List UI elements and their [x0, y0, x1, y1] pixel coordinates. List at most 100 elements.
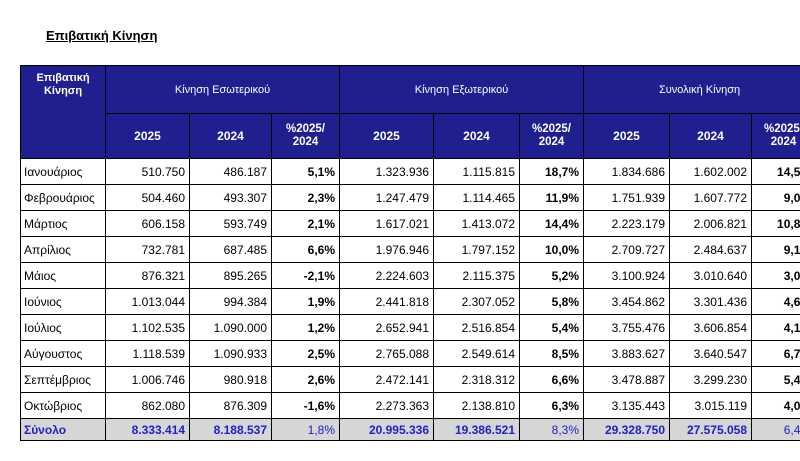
international-2024-cell: 2.549.614	[433, 340, 520, 367]
international-2025-cell: 1.247.479	[339, 184, 434, 211]
total-2025-cell: 3.755.476	[583, 314, 671, 341]
international-2025-cell: 2.652.941	[339, 314, 434, 341]
total-pct-cell: 3,0%	[751, 262, 800, 289]
total-pct-cell: 9,1%	[751, 236, 800, 263]
grand-total-2024-cell: 27.575.058	[669, 418, 753, 441]
total-2024-cell: 3.015.119	[669, 392, 753, 419]
international-pct-cell: 11,9%	[518, 184, 585, 211]
col-header-international-pct: %2025/ 2024	[518, 113, 585, 159]
domestic-2025-cell: 504.460	[105, 184, 190, 211]
total-pct-cell: 9,0%	[751, 184, 800, 211]
total-pct-cell: 4,6%	[751, 288, 800, 315]
international-pct-cell: 6,3%	[518, 392, 585, 419]
international-pct-cell: 10,0%	[518, 236, 585, 263]
international-2024-cell: 1.115.815	[433, 158, 520, 185]
total-international-2025-cell: 20.995.336	[339, 418, 434, 441]
total-2024-cell: 3.640.547	[669, 340, 753, 367]
international-pct-cell: 14,4%	[518, 210, 585, 237]
domestic-2024-cell: 687.485	[189, 236, 272, 263]
international-2024-cell: 2.318.312	[433, 366, 520, 393]
international-pct-cell: 18,7%	[518, 158, 585, 185]
domestic-2024-cell: 980.918	[189, 366, 272, 393]
domestic-2024-cell: 1.090.933	[189, 340, 272, 367]
table-row: Ιούνιος 1.013.044 994.384 1,9% 2.441.818…	[20, 288, 800, 315]
table-row: Μάρτιος 606.158 593.749 2,1% 1.617.021 1…	[20, 210, 800, 237]
total-pct-cell: 10,8%	[751, 210, 800, 237]
international-2024-cell: 1.797.152	[433, 236, 520, 263]
international-2024-cell: 2.115.375	[433, 262, 520, 289]
group-header-international: Κίνηση Εξωτερικού	[338, 65, 585, 114]
month-cell: Ιούλιος	[20, 314, 106, 341]
col-header-total-2025: 2025	[583, 113, 671, 159]
international-2024-cell: 1.114.465	[433, 184, 520, 211]
total-row: Σύνολο 8.333.414 8.188.537 1,8% 20.995.3…	[20, 418, 800, 441]
international-2025-cell: 2.224.603	[339, 262, 434, 289]
month-cell: Ιούνιος	[20, 288, 106, 315]
col-header-domestic-2025: 2025	[105, 113, 190, 159]
total-pct-cell: 5,4%	[751, 366, 800, 393]
international-pct-cell: 5,4%	[518, 314, 585, 341]
domestic-2025-cell: 1.118.539	[105, 340, 190, 367]
col-header-international-2025: 2025	[339, 113, 434, 159]
total-2025-cell: 3.883.627	[583, 340, 671, 367]
international-2024-cell: 2.307.052	[433, 288, 520, 315]
international-2024-cell: 1.413.072	[433, 210, 520, 237]
domestic-2024-cell: 486.187	[189, 158, 272, 185]
international-2025-cell: 2.273.363	[339, 392, 434, 419]
domestic-2025-cell: 876.321	[105, 262, 190, 289]
domestic-2024-cell: 994.384	[189, 288, 272, 315]
month-cell: Αύγουστος	[20, 340, 106, 367]
international-2025-cell: 2.472.141	[339, 366, 434, 393]
total-domestic-2024-cell: 8.188.537	[189, 418, 272, 441]
international-pct-cell: 5,2%	[518, 262, 585, 289]
international-pct-cell: 8,5%	[518, 340, 585, 367]
domestic-pct-cell: 5,1%	[271, 158, 340, 185]
corner-header: Επιβατική Κίνηση	[20, 65, 106, 159]
page-title: Επιβατική Κίνηση	[46, 28, 158, 43]
domestic-2025-cell: 1.006.746	[105, 366, 190, 393]
col-header-total-2024: 2024	[669, 113, 753, 159]
international-2025-cell: 2.765.088	[339, 340, 434, 367]
domestic-2024-cell: 895.265	[189, 262, 272, 289]
international-pct-cell: 6,6%	[518, 366, 585, 393]
domestic-2025-cell: 606.158	[105, 210, 190, 237]
domestic-pct-cell: 2,1%	[271, 210, 340, 237]
total-international-pct-cell: 8,3%	[518, 418, 585, 441]
total-pct-cell: 4,1%	[751, 314, 800, 341]
month-cell: Απρίλιος	[20, 236, 106, 263]
month-cell: Μάρτιος	[20, 210, 106, 237]
total-2024-cell: 3.010.640	[669, 262, 753, 289]
domestic-2025-cell: 862.080	[105, 392, 190, 419]
total-pct-cell: 6,7%	[751, 340, 800, 367]
domestic-pct-cell: 1,2%	[271, 314, 340, 341]
total-2025-cell: 3.454.862	[583, 288, 671, 315]
domestic-2025-cell: 1.013.044	[105, 288, 190, 315]
month-cell: Οκτώβριος	[20, 392, 106, 419]
total-2024-cell: 2.006.821	[669, 210, 753, 237]
domestic-2024-cell: 593.749	[189, 210, 272, 237]
col-header-total-pct: %2025/ 2024	[751, 113, 800, 159]
total-2025-cell: 2.709.727	[583, 236, 671, 263]
domestic-2025-cell: 732.781	[105, 236, 190, 263]
domestic-pct-cell: 6,6%	[271, 236, 340, 263]
total-international-2024-cell: 19.386.521	[433, 418, 520, 441]
table-row: Φεβρουάριος 504.460 493.307 2,3% 1.247.4…	[20, 184, 800, 211]
international-2025-cell: 1.617.021	[339, 210, 434, 237]
international-2025-cell: 2.441.818	[339, 288, 434, 315]
col-header-international-2024: 2024	[433, 113, 520, 159]
month-cell: Μάιος	[20, 262, 106, 289]
domestic-pct-cell: 1,9%	[271, 288, 340, 315]
domestic-pct-cell: 2,3%	[271, 184, 340, 211]
domestic-2024-cell: 876.309	[189, 392, 272, 419]
month-cell: Φεβρουάριος	[20, 184, 106, 211]
domestic-pct-cell: -2,1%	[271, 262, 340, 289]
total-2025-cell: 1.751.939	[583, 184, 671, 211]
table-row: Ιούλιος 1.102.535 1.090.000 1,2% 2.652.9…	[20, 314, 800, 341]
table-row: Απρίλιος 732.781 687.485 6,6% 1.976.946 …	[20, 236, 800, 263]
total-2024-cell: 3.299.230	[669, 366, 753, 393]
total-2025-cell: 2.223.179	[583, 210, 671, 237]
international-2024-cell: 2.138.810	[433, 392, 520, 419]
table-row: Ιανουάριος 510.750 486.187 5,1% 1.323.93…	[20, 158, 800, 185]
total-2024-cell: 1.602.002	[669, 158, 753, 185]
total-2025-cell: 3.135.443	[583, 392, 671, 419]
